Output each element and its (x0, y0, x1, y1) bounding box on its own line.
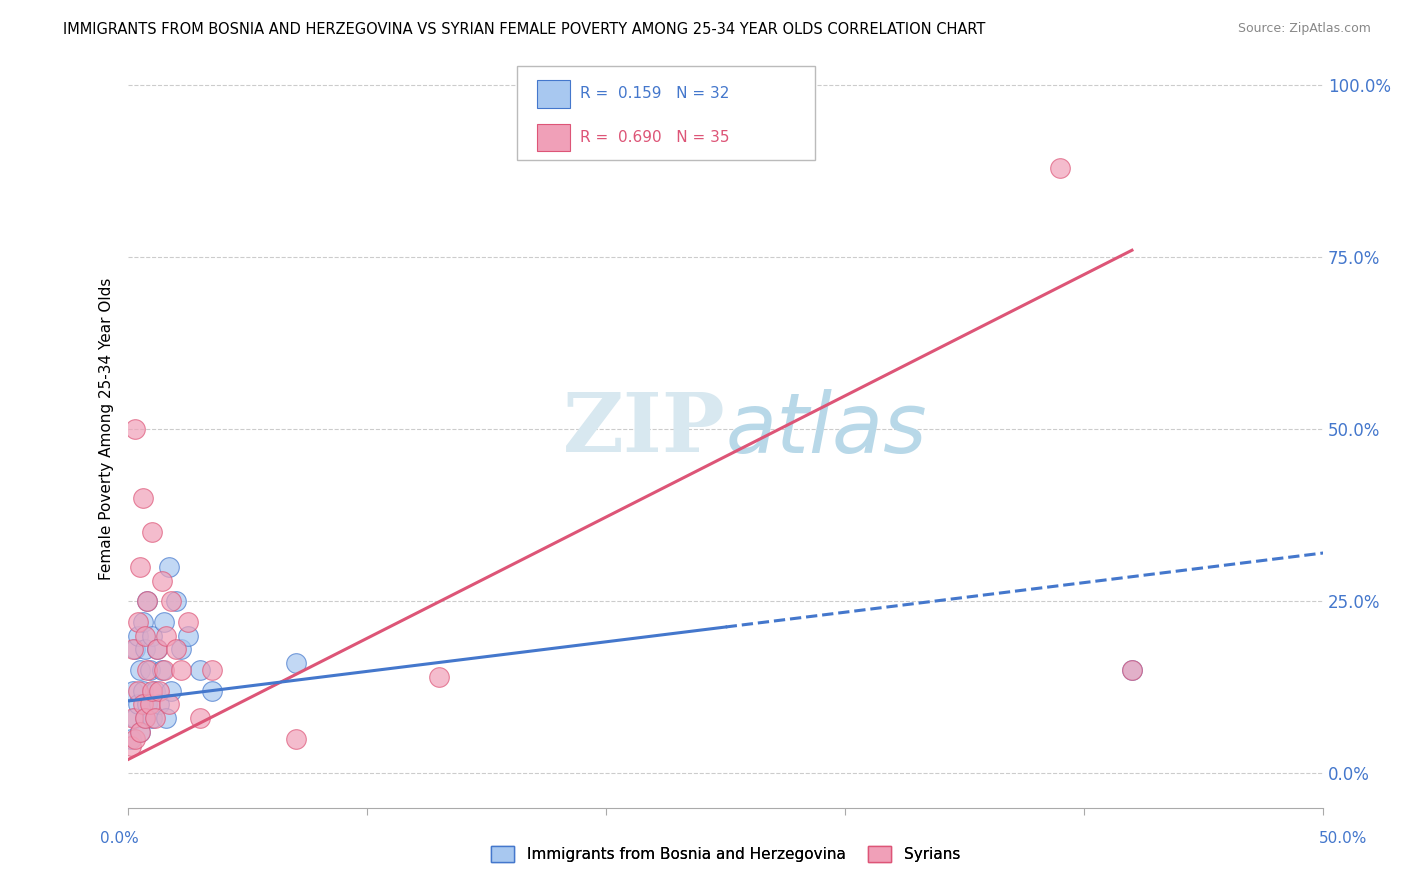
Point (127, 698, 149, 712)
Point (284, 731, 307, 746)
Legend: Immigrants from Bosnia and Herzegovina, Syrians: Immigrants from Bosnia and Herzegovina, … (485, 840, 966, 868)
Point (170, 642, 193, 657)
Point (143, 711, 166, 725)
Point (1121, 663, 1143, 677)
Point (143, 683, 166, 698)
Point (201, 683, 224, 698)
Point (177, 629, 200, 643)
Point (188, 663, 211, 677)
Point (160, 683, 183, 698)
Point (124, 422, 146, 436)
Text: 0.0%: 0.0% (100, 831, 139, 846)
Text: R =  0.159   N = 32: R = 0.159 N = 32 (579, 87, 730, 102)
Point (153, 615, 176, 629)
Point (136, 698, 159, 712)
Point (1049, 161, 1071, 175)
Point (177, 615, 200, 629)
Point (136, 594, 159, 608)
Point (139, 663, 162, 677)
Point (122, 683, 145, 698)
Point (120, 739, 142, 753)
Point (134, 629, 156, 643)
Point (284, 656, 307, 670)
Point (120, 731, 142, 746)
Point (122, 711, 145, 725)
Point (124, 731, 146, 746)
Point (134, 711, 156, 725)
Point (146, 642, 169, 657)
Point (155, 711, 177, 725)
Point (136, 663, 159, 677)
Text: IMMIGRANTS FROM BOSNIA AND HERZEGOVINA VS SYRIAN FEMALE POVERTY AMONG 25-34 YEAR: IMMIGRANTS FROM BOSNIA AND HERZEGOVINA V… (63, 22, 986, 37)
Point (201, 663, 224, 677)
Text: R =  0.690   N = 35: R = 0.690 N = 35 (579, 130, 730, 145)
Y-axis label: Female Poverty Among 25-34 Year Olds: Female Poverty Among 25-34 Year Olds (100, 278, 114, 581)
Point (188, 711, 211, 725)
Point (157, 559, 180, 574)
Point (127, 615, 149, 629)
Point (124, 642, 146, 657)
Point (139, 698, 162, 712)
Point (131, 683, 153, 698)
Point (148, 683, 170, 698)
Point (141, 525, 163, 540)
FancyBboxPatch shape (537, 80, 571, 108)
Point (136, 594, 159, 608)
Point (148, 698, 170, 712)
Point (1121, 663, 1143, 677)
Point (165, 594, 187, 608)
Text: atlas: atlas (725, 389, 928, 470)
Text: Source: ZipAtlas.com: Source: ZipAtlas.com (1237, 22, 1371, 36)
Point (160, 594, 183, 608)
Point (127, 629, 149, 643)
FancyBboxPatch shape (537, 124, 571, 151)
Point (141, 711, 163, 725)
Point (134, 711, 156, 725)
Point (129, 559, 152, 574)
Point (131, 615, 153, 629)
Point (427, 670, 450, 684)
Point (141, 629, 163, 643)
Point (127, 683, 149, 698)
Point (131, 491, 153, 505)
Point (146, 642, 169, 657)
Point (153, 663, 176, 677)
Point (129, 725, 152, 739)
Point (165, 642, 187, 657)
Point (129, 725, 152, 739)
Point (157, 698, 180, 712)
Point (170, 663, 193, 677)
Point (122, 642, 145, 657)
Point (124, 711, 146, 725)
Point (141, 683, 163, 698)
Point (129, 663, 152, 677)
Point (150, 574, 173, 588)
Point (150, 663, 173, 677)
Point (134, 642, 156, 657)
Point (131, 698, 153, 712)
Point (155, 629, 177, 643)
FancyBboxPatch shape (516, 66, 815, 161)
Text: ZIP: ZIP (562, 389, 725, 469)
Text: 50.0%: 50.0% (1319, 831, 1367, 846)
